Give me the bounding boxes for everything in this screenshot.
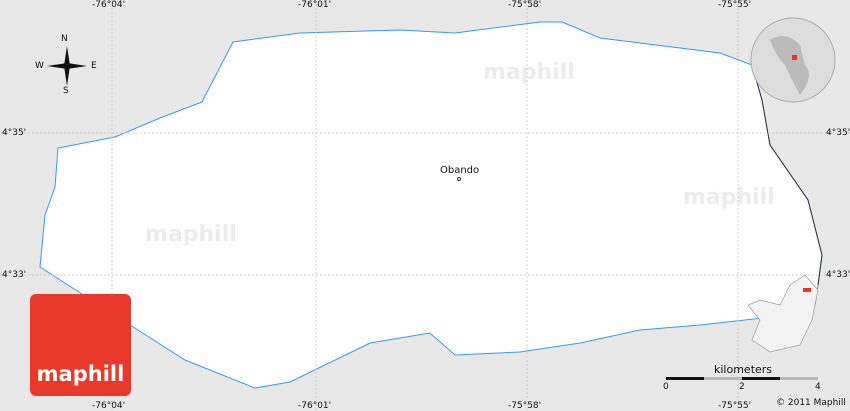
lat-tick: 4°33' <box>826 270 850 280</box>
watermark: maphill <box>145 222 237 247</box>
compass-rose-icon <box>47 46 87 86</box>
globe-inset-icon <box>750 17 836 103</box>
locator-inset <box>747 274 819 353</box>
watermark: maphill <box>483 60 575 85</box>
compass-s: S <box>63 86 69 96</box>
lon-tick: -76°04' <box>92 401 126 411</box>
place-label[interactable]: Obando <box>440 165 480 176</box>
watermark: maphill <box>683 185 775 210</box>
lat-tick: 4°35' <box>826 128 850 138</box>
logo-text: maphill <box>36 362 125 386</box>
scale-tick: 2 <box>739 382 745 392</box>
lat-tick: 4°35' <box>2 128 27 138</box>
lon-tick: -76°04' <box>92 0 126 10</box>
maphill-logo[interactable]: maphill <box>30 294 131 396</box>
scale-tick: 0 <box>663 382 669 392</box>
place-marker <box>457 177 461 181</box>
lon-tick: -76°01' <box>298 401 332 411</box>
region-area <box>39 21 823 389</box>
lon-tick: -75°58' <box>508 401 542 411</box>
scale-unit: kilometers <box>714 363 773 376</box>
compass-e: E <box>91 61 97 71</box>
compass-n: N <box>61 34 68 44</box>
scale-bar <box>666 377 818 380</box>
lon-tick: -75°55' <box>718 0 752 10</box>
copyright: © 2011 Maphill <box>776 398 846 408</box>
lon-tick: -75°58' <box>508 0 542 10</box>
compass-w: W <box>35 61 44 71</box>
lon-tick: -76°01' <box>298 0 332 10</box>
lon-tick: -75°55' <box>718 401 752 411</box>
lat-tick: 4°33' <box>2 270 27 280</box>
scale-tick: 4 <box>815 382 821 392</box>
